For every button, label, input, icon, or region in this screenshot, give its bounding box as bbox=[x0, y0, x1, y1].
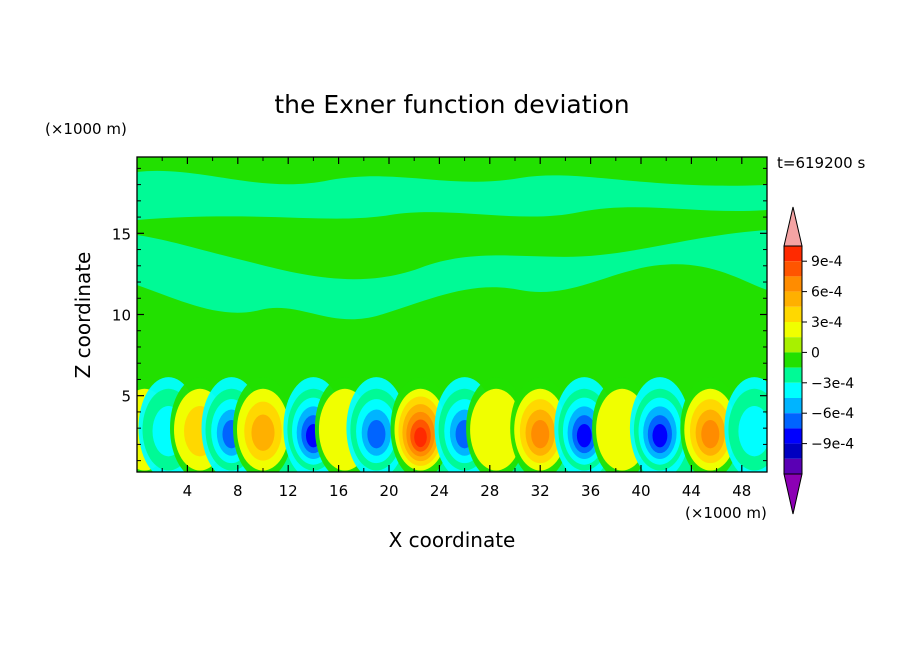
colorbar-band bbox=[784, 382, 802, 398]
x-axis-label: X coordinate bbox=[389, 528, 516, 552]
contour-cells bbox=[137, 377, 767, 472]
x-tick-label: 40 bbox=[631, 482, 650, 500]
contour-cell bbox=[466, 377, 527, 472]
colorbar-bottom-arrow bbox=[783, 473, 803, 515]
colorbar-band bbox=[784, 443, 802, 459]
contour-cell bbox=[724, 377, 767, 472]
colorbar-tick-label: −9e-4 bbox=[811, 437, 854, 453]
x-tick-label: 32 bbox=[531, 482, 550, 500]
colorbar-band bbox=[784, 261, 802, 277]
colorbar-tick-label: 9e-4 bbox=[811, 254, 843, 270]
x-tick-label: 16 bbox=[329, 482, 348, 500]
y-tick-label: 10 bbox=[112, 307, 131, 325]
x-tick-label: 24 bbox=[430, 482, 449, 500]
plot-area bbox=[137, 157, 767, 472]
colorbar-tick-label: −6e-4 bbox=[811, 406, 854, 422]
contour-cell bbox=[390, 377, 451, 472]
x-tick-label: 28 bbox=[480, 482, 499, 500]
x-tick-label: 20 bbox=[379, 482, 398, 500]
colorbar-band bbox=[784, 276, 802, 292]
colorbar-tick-label: 3e-4 bbox=[811, 315, 843, 331]
colorbar-band bbox=[784, 428, 802, 444]
colorbar-tick-label: −3e-4 bbox=[811, 376, 854, 392]
colorbar-band bbox=[784, 306, 802, 322]
contour-cell bbox=[510, 377, 571, 472]
y-tick-label: 15 bbox=[112, 225, 131, 243]
upper-field-band bbox=[137, 170, 767, 220]
x-tick-label: 36 bbox=[581, 482, 600, 500]
colorbar-band bbox=[784, 367, 802, 383]
colorbar-band bbox=[784, 337, 802, 353]
contour-cell bbox=[629, 377, 690, 472]
x-tick-label: 4 bbox=[183, 482, 193, 500]
colorbar-band bbox=[784, 413, 802, 429]
y-axis-label: Z coordinate bbox=[71, 252, 95, 379]
colorbar-tick-label: 0 bbox=[811, 345, 820, 361]
colorbar-band bbox=[784, 322, 802, 338]
colorbar: 9e-4 6e-4 3e-4 0 −3e-4 −6e-4 −9e-4 bbox=[783, 206, 854, 515]
chart-title: the Exner function deviation bbox=[274, 90, 629, 119]
x-unit-label: (×1000 m) bbox=[685, 504, 767, 522]
colorbar-top-arrow bbox=[783, 206, 803, 247]
colorbar-band bbox=[784, 458, 802, 474]
x-axis-ticks: 4 8 12 16 20 24 28 32 36 40 44 48 bbox=[161, 157, 768, 500]
colorbar-band bbox=[784, 291, 802, 307]
background-field bbox=[137, 157, 767, 400]
y-unit-label: (×1000 m) bbox=[45, 120, 127, 138]
x-tick-label: 48 bbox=[732, 482, 751, 500]
contour-cell bbox=[233, 377, 293, 472]
contour-cell bbox=[680, 377, 741, 472]
x-tick-label: 44 bbox=[682, 482, 701, 500]
colorbar-band bbox=[784, 352, 802, 368]
contour-cell bbox=[346, 377, 407, 472]
y-axis-ticks: 5 10 15 bbox=[112, 167, 767, 462]
x-tick-label: 8 bbox=[233, 482, 243, 500]
colorbar-tick-label: 6e-4 bbox=[811, 285, 843, 301]
colorbar-band bbox=[784, 246, 802, 262]
y-tick-label: 5 bbox=[121, 388, 131, 406]
time-label: t=619200 s bbox=[777, 154, 865, 172]
mid-field-patch bbox=[137, 264, 767, 400]
x-tick-label: 12 bbox=[279, 482, 298, 500]
colorbar-band bbox=[784, 398, 802, 414]
